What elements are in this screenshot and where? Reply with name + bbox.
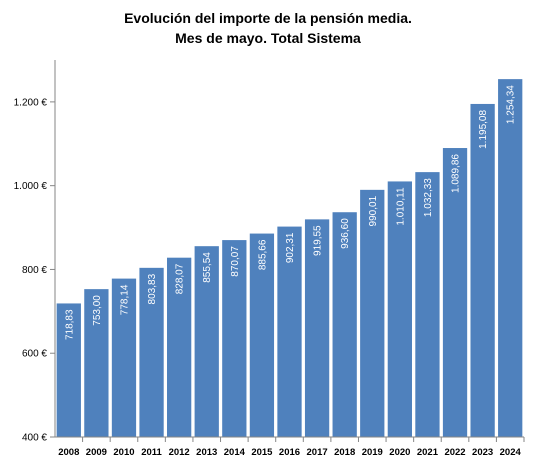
x-tick-label: 2014 — [224, 447, 246, 458]
chart-title: Evolución del importe de la pensión medi… — [0, 8, 536, 48]
bar-value-label: 1.010,11 — [395, 187, 406, 226]
bar-2021 — [415, 172, 440, 437]
x-tick-label: 2016 — [279, 447, 300, 458]
y-tick-label: 600 € — [22, 349, 47, 360]
bar-value-label: 855,54 — [202, 252, 213, 283]
x-tick-label: 2019 — [362, 447, 383, 458]
x-tick-label: 2017 — [307, 447, 328, 458]
x-tick-label: 2013 — [196, 447, 217, 458]
x-tick-label: 2012 — [169, 447, 190, 458]
bar-value-label: 778,14 — [119, 284, 130, 315]
bar-value-label: 803,83 — [147, 273, 158, 304]
x-tick-label: 2009 — [86, 447, 107, 458]
bar-value-label: 1.254,34 — [506, 85, 517, 124]
x-tick-label: 2022 — [444, 447, 465, 458]
bar-value-label: 1.032,33 — [423, 178, 434, 217]
x-axis: 2008 2009 2010 2011 2012 2013 2014 2015 2016 2017… — [55, 436, 525, 458]
bar-2018 — [332, 212, 357, 437]
bar-2013 — [194, 246, 219, 437]
x-tick-label: 2018 — [334, 447, 355, 458]
y-axis: 400 € 600 € 800 € 1.000 € 1.200 € — [14, 60, 56, 444]
x-tick-label: 2023 — [472, 447, 493, 458]
x-tick-label: 2008 — [58, 447, 79, 458]
bar-value-label: 753,00 — [92, 295, 103, 326]
bar-2017 — [304, 219, 330, 437]
bar-2022 — [442, 148, 468, 437]
bar-value-label: 919,55 — [313, 225, 324, 256]
x-tick-label: 2024 — [500, 447, 522, 458]
bar-2015 — [249, 233, 275, 437]
bar-2010 — [111, 278, 137, 437]
bar-2009 — [84, 289, 109, 437]
bar-2012 — [167, 257, 192, 437]
y-tick-label: 1.000 € — [14, 181, 48, 192]
x-tick-label: 2011 — [141, 447, 162, 458]
bar-value-label: 718,83 — [64, 309, 75, 340]
bar-2011 — [139, 267, 164, 437]
bar-value-label: 902,31 — [285, 232, 296, 263]
bar-2016 — [277, 226, 302, 437]
bar-value-label: 885,66 — [257, 239, 268, 270]
bar-2014 — [222, 240, 247, 437]
chart-title-line2: Mes de mayo. Total Sistema — [175, 30, 361, 46]
bar-value-label: 1.089,86 — [451, 154, 462, 193]
bar-2024 — [498, 79, 523, 437]
y-tick-label: 1.200 € — [14, 97, 48, 108]
x-tick-label: 2021 — [417, 447, 439, 458]
x-tick-label: 2015 — [251, 447, 273, 458]
bar-value-label: 870,07 — [230, 246, 241, 277]
bar-2008 — [56, 303, 81, 437]
bar-2023 — [470, 103, 495, 437]
x-tick-label: 2010 — [113, 447, 134, 458]
y-tick-label: 800 € — [22, 265, 47, 276]
y-tick-label: 400 € — [22, 433, 47, 444]
bar-2019 — [360, 189, 385, 437]
chart-title-line1: Evolución del importe de la pensión medi… — [124, 10, 412, 26]
bar-2020 — [387, 181, 412, 437]
bar-value-label: 936,60 — [340, 218, 351, 249]
x-tick-label: 2020 — [389, 447, 410, 458]
bar-value-label: 1.195,08 — [478, 110, 489, 149]
bar-value-label: 828,07 — [175, 263, 186, 294]
bar-value-label: 990,01 — [368, 195, 379, 226]
bars: 718,83 753,00 778,14 803,83 828,07 855,54 870,… — [56, 79, 523, 437]
